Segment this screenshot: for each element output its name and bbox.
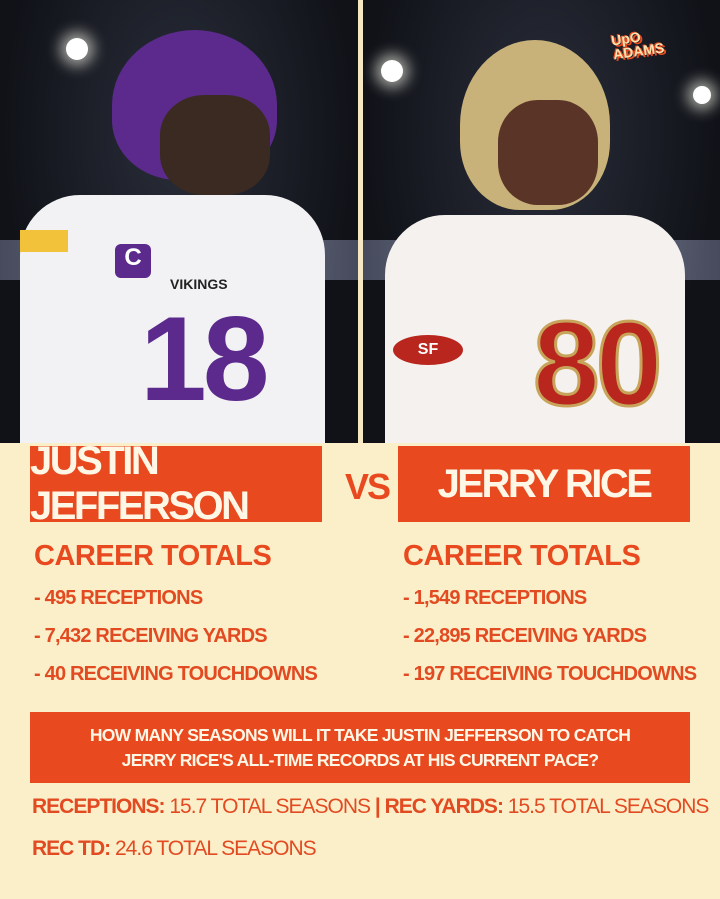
face bbox=[160, 95, 270, 195]
rec-label: RECEPTIONS: bbox=[32, 795, 166, 818]
question-line2: JERRY RICE'S ALL-TIME RECORDS AT HIS CUR… bbox=[121, 749, 599, 770]
upo-adams-logo: UpO ADAMS bbox=[610, 27, 665, 63]
result-line1: RECEPTIONS: 15.7 TOTAL SEASONS | REC YAR… bbox=[32, 795, 710, 819]
jersey-number: 80 bbox=[531, 296, 664, 433]
face bbox=[498, 100, 598, 205]
photo-divider bbox=[358, 0, 363, 443]
stadium-light bbox=[693, 86, 711, 104]
stat-receptions: - 495 RECEPTIONS bbox=[34, 587, 203, 609]
career-totals-heading: CAREER TOTALS bbox=[34, 540, 272, 572]
yds-value: 15.5 TOTAL SEASONS bbox=[502, 795, 710, 818]
result-line2: REC TD: 24.6 TOTAL SEASONS bbox=[32, 837, 317, 861]
stat-receptions: - 1,549 RECEPTIONS bbox=[403, 587, 587, 609]
sleeve-stripe bbox=[20, 230, 68, 252]
td-label: REC TD: bbox=[32, 837, 111, 860]
career-totals-heading: CAREER TOTALS bbox=[403, 540, 641, 572]
career-totals-right: CAREER TOTALS - 1,549 RECEPTIONS - 22,89… bbox=[403, 540, 697, 701]
question-line1: HOW MANY SEASONS WILL IT TAKE JUSTIN JEF… bbox=[89, 724, 631, 745]
player-name-right: JERRY RICE bbox=[398, 446, 690, 522]
stat-yards: - 22,895 RECEIVING YARDS bbox=[403, 625, 647, 647]
separator: | bbox=[374, 795, 385, 818]
stat-touchdowns: - 40 RECEIVING TOUCHDOWNS bbox=[34, 663, 318, 685]
rec-value: 15.7 TOTAL SEASONS bbox=[164, 795, 375, 818]
jersey-number: 18 bbox=[140, 292, 269, 426]
question-banner: HOW MANY SEASONS WILL IT TAKE JUSTIN JEF… bbox=[30, 712, 690, 783]
stadium-light bbox=[66, 38, 88, 60]
captain-patch: C bbox=[115, 244, 151, 278]
jersey bbox=[20, 195, 325, 443]
yds-label: REC YARDS: bbox=[384, 795, 504, 818]
stadium-light bbox=[381, 60, 403, 82]
jersey bbox=[385, 215, 685, 443]
rice-photo: SF 80 bbox=[363, 0, 720, 443]
jefferson-photo: C VIKINGS 18 bbox=[0, 0, 358, 443]
team-patch: SF bbox=[393, 335, 463, 365]
stat-touchdowns: - 197 RECEIVING TOUCHDOWNS bbox=[403, 663, 697, 685]
team-wordmark: VIKINGS bbox=[170, 276, 228, 292]
player-name-left: JUSTIN JEFFERSON bbox=[30, 439, 322, 528]
career-totals-left: CAREER TOTALS - 495 RECEPTIONS - 7,432 R… bbox=[34, 540, 318, 701]
td-value: 24.6 TOTAL SEASONS bbox=[110, 837, 317, 860]
stat-yards: - 7,432 RECEIVING YARDS bbox=[34, 625, 268, 647]
vs-label: VS bbox=[344, 466, 391, 507]
